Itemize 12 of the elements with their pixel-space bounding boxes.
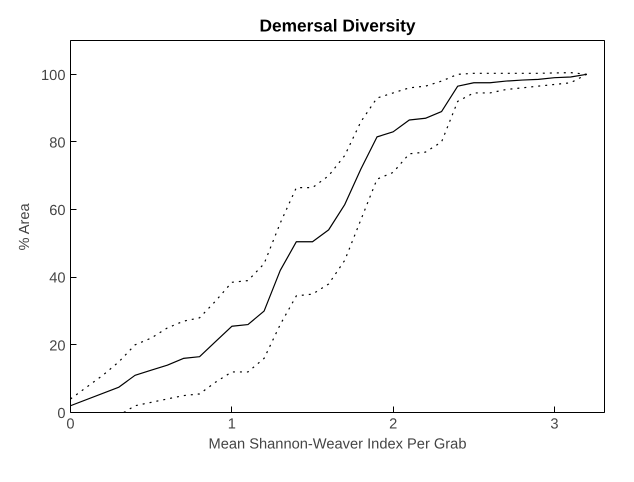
x-tick-label: 1 xyxy=(228,416,236,432)
y-axis-title: % Area xyxy=(17,202,34,251)
y-tick-label: 100 xyxy=(41,68,66,84)
y-tick-label: 40 xyxy=(49,270,66,287)
x-axis-title: Mean Shannon-Weaver Index Per Grab xyxy=(208,436,467,452)
y-tick-label: 0 xyxy=(57,406,66,422)
y-tick-label: 60 xyxy=(49,203,66,220)
chart-title: Demersal Diversity xyxy=(259,16,416,36)
y-tick-label: 80 xyxy=(49,135,66,152)
x-tick-label: 2 xyxy=(389,416,398,432)
x-tick-label: 3 xyxy=(550,416,559,432)
y-tick-label: 20 xyxy=(49,338,66,354)
